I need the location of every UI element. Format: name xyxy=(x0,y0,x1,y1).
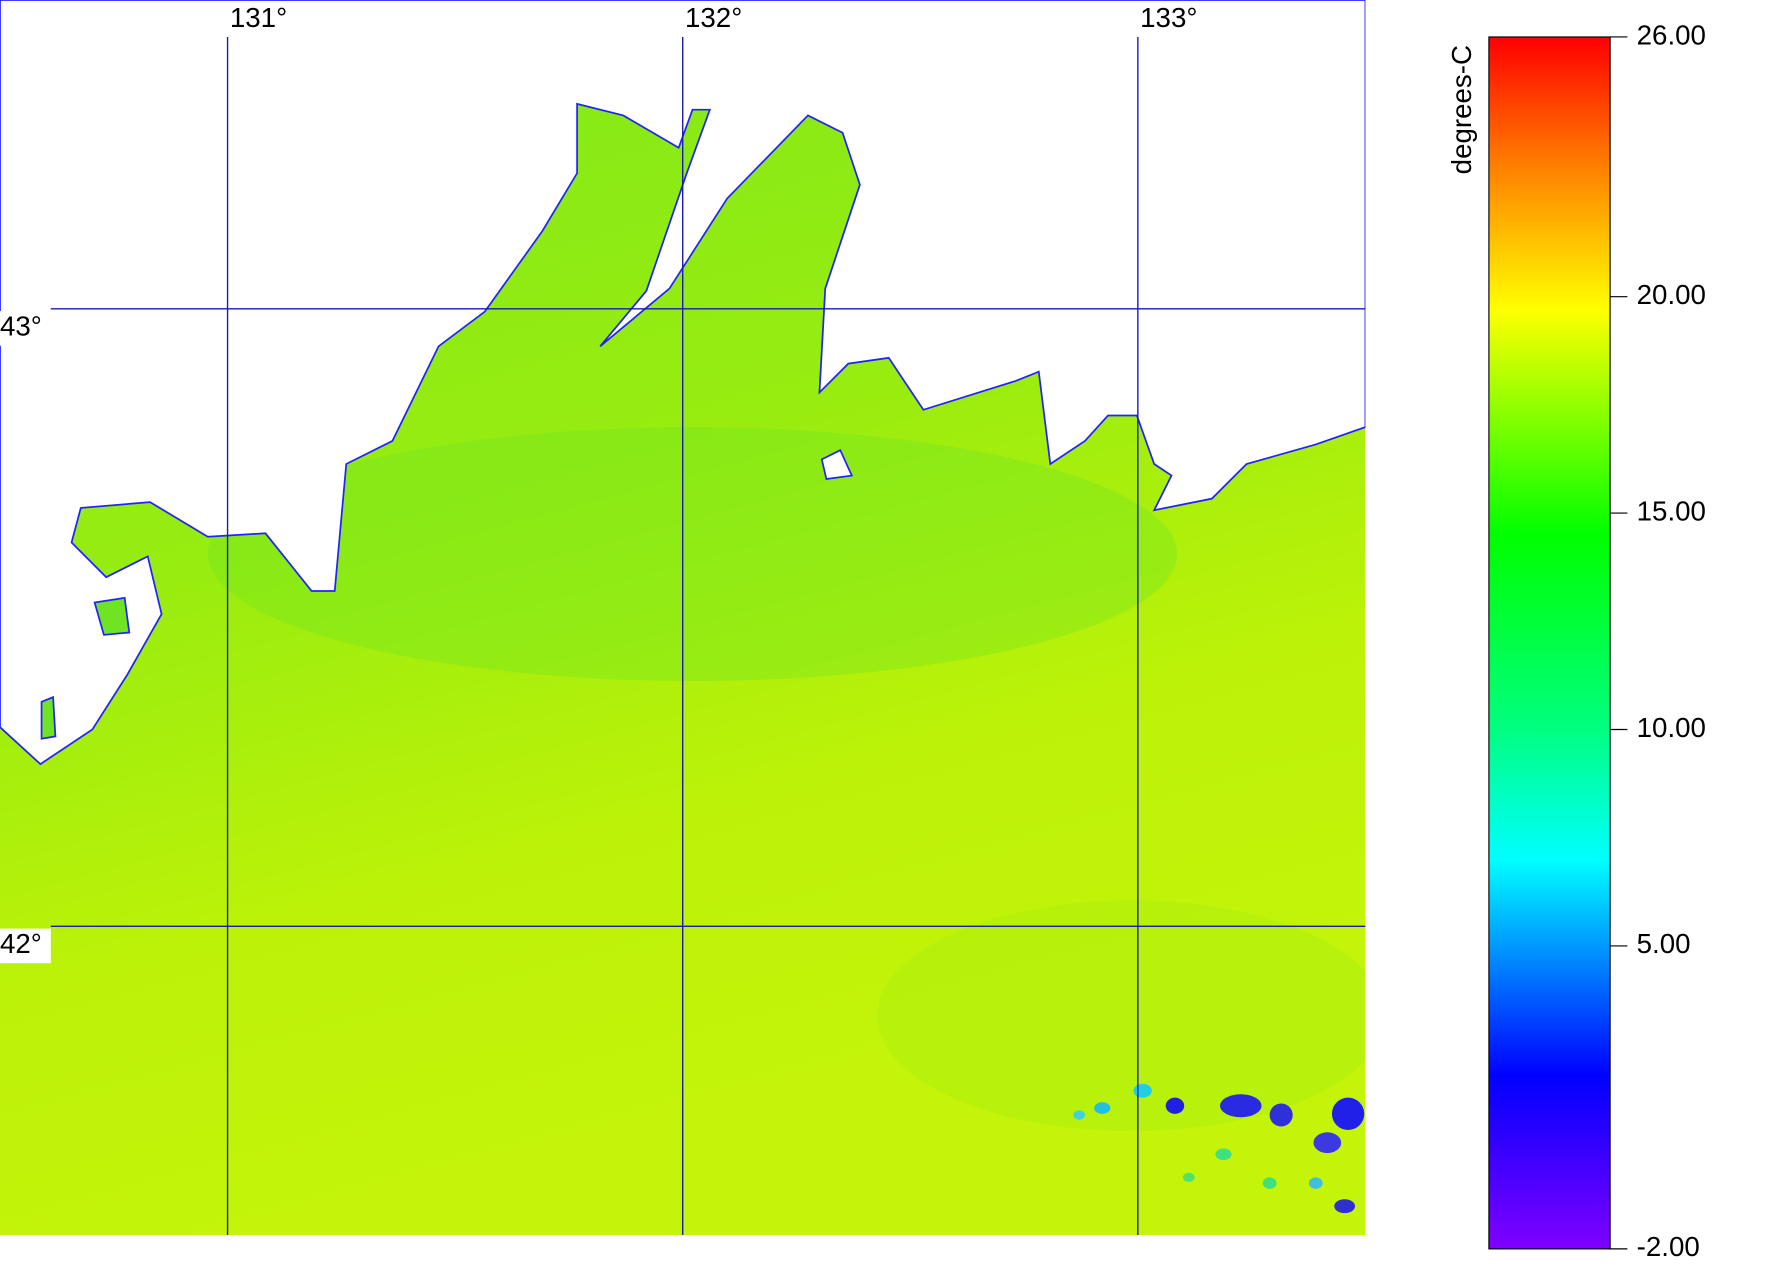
map-area xyxy=(0,0,1366,1236)
colorbar-tick-label: 10.00 xyxy=(1637,712,1706,743)
lat-label-bg xyxy=(0,311,51,346)
colorbar-tick-label: 26.00 xyxy=(1637,19,1706,50)
colorbar-label: degrees-C xyxy=(1446,45,1477,174)
warm-patch xyxy=(877,900,1366,1132)
lon-label: 132° xyxy=(685,2,742,33)
colorbar-tick-label: 20.00 xyxy=(1637,279,1706,310)
colorbar-ramp xyxy=(1488,36,1611,1250)
colorbar-tick-label: -2.00 xyxy=(1637,1231,1700,1262)
graticule: 131° 132° 133° 43° 42° xyxy=(0,2,1366,1236)
island xyxy=(820,448,854,480)
land xyxy=(0,0,1366,766)
cool-band xyxy=(207,427,1178,682)
lon-label: 131° xyxy=(230,2,287,33)
island xyxy=(40,695,57,740)
lat-label-bg xyxy=(0,928,51,964)
lat-label: 42° xyxy=(0,928,42,959)
colorbar: degrees-C 26.00 20.00 15.00 10.00 5.00 -2.00 xyxy=(1446,19,1706,1262)
colorbar-tick-label: 15.00 xyxy=(1637,495,1706,526)
lat-label: 43° xyxy=(0,311,42,342)
colorbar-tick-label: 5.00 xyxy=(1637,928,1691,959)
lon-label: 133° xyxy=(1140,2,1197,33)
island xyxy=(93,596,131,636)
